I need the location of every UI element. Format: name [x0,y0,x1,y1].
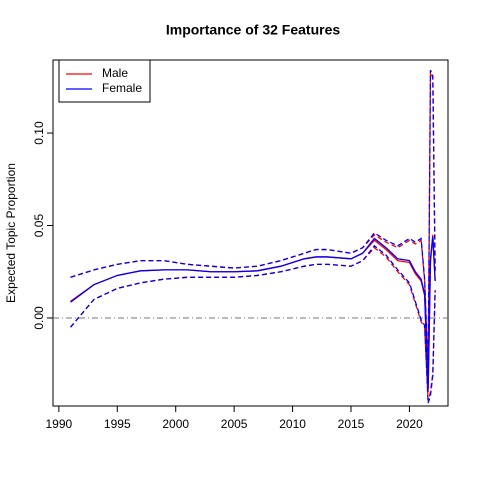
x-tick-label: 2010 [279,417,306,431]
y-tick-label: 0.00 [32,306,46,330]
legend-label: Male [102,66,128,80]
chart-title: Importance of 32 Features [166,22,340,38]
confidence-line [70,244,436,404]
x-tick-label: 1990 [45,417,72,431]
y-axis-label: Expected Topic Proportion [4,163,18,303]
x-tick-label: 2020 [396,417,423,431]
confidence-line [70,69,436,370]
confidence-line [70,71,436,374]
y-tick-label: 0.05 [32,214,46,238]
legend-label: Female [102,81,142,95]
x-tick-label: 2005 [221,417,248,431]
legend-box [58,59,151,103]
series-line [70,236,436,389]
x-tick-label: 2000 [162,417,189,431]
y-tick-label: 0.10 [32,121,46,145]
x-tick-label: 2015 [338,417,365,431]
series-line [70,234,436,392]
x-tick-label: 1995 [104,417,131,431]
plot-box [52,59,449,407]
